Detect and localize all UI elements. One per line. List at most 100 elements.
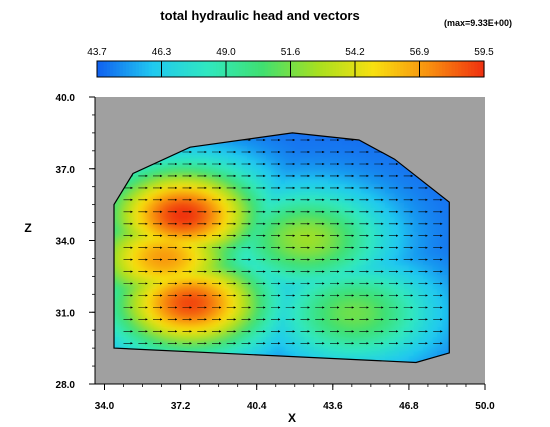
field-cell	[332, 221, 339, 227]
field-cell	[256, 230, 263, 237]
field-cell	[328, 274, 334, 280]
field-cell	[318, 144, 325, 151]
field-cell	[194, 240, 201, 247]
field-cell	[218, 168, 225, 175]
field-cell	[328, 135, 334, 141]
field-cell	[447, 326, 450, 333]
field-cell	[180, 216, 187, 223]
field-cell	[294, 274, 301, 280]
field-cell	[347, 197, 353, 203]
field-cell	[375, 264, 382, 270]
field-cell	[442, 230, 448, 237]
field-cell	[337, 355, 344, 361]
field-cell	[180, 250, 187, 256]
field-cell	[261, 135, 268, 141]
field-cell	[432, 321, 439, 328]
field-cell	[370, 264, 377, 270]
field-cell	[337, 216, 344, 223]
field-cell	[128, 202, 134, 208]
field-cell	[180, 278, 187, 285]
field-cell	[271, 235, 277, 242]
field-cell	[185, 288, 191, 294]
field-cell	[118, 341, 125, 347]
field-cell	[232, 159, 239, 165]
field-cell	[432, 226, 439, 232]
field-cell	[256, 269, 263, 275]
field-cell	[147, 164, 153, 170]
field-cell	[370, 240, 377, 247]
field-cell	[418, 178, 424, 184]
field-cell	[347, 164, 353, 170]
field-cell	[156, 235, 163, 242]
field-cell	[247, 173, 253, 180]
field-cell	[275, 312, 282, 318]
field-cell	[185, 207, 191, 213]
field-cell	[290, 207, 296, 213]
field-cell	[323, 326, 329, 333]
field-cell	[175, 230, 182, 237]
field-cell	[418, 197, 424, 203]
field-cell	[213, 250, 220, 256]
field-cell	[194, 250, 201, 256]
field-cell	[209, 317, 215, 323]
field-cell	[418, 192, 424, 199]
field-cell	[142, 278, 149, 285]
field-cell	[142, 250, 149, 256]
field-cell	[190, 197, 196, 203]
field-cell	[299, 154, 306, 160]
field-cell	[147, 341, 153, 347]
field-cell	[199, 288, 206, 294]
field-cell	[347, 183, 353, 189]
field-cell	[190, 207, 196, 213]
field-cell	[328, 264, 334, 270]
field-cell	[185, 164, 191, 170]
field-cell	[418, 230, 424, 237]
field-cell	[133, 173, 139, 180]
field-cell	[128, 235, 134, 242]
field-cell	[304, 307, 310, 314]
colorbar-swatch	[374, 61, 379, 77]
field-cell	[285, 336, 291, 342]
field-cell	[161, 245, 168, 251]
field-cell	[133, 264, 139, 270]
field-cell	[137, 197, 144, 203]
field-cell	[356, 207, 363, 213]
field-cell	[337, 288, 344, 294]
field-cell	[247, 178, 253, 184]
field-cell	[118, 321, 125, 328]
field-cell	[385, 297, 391, 304]
field-cell	[161, 278, 168, 285]
field-cell	[275, 178, 282, 184]
field-cell	[156, 326, 163, 333]
field-cell	[309, 187, 315, 194]
field-cell	[375, 226, 382, 232]
field-cell	[137, 202, 144, 208]
field-cell	[266, 293, 272, 299]
field-cell	[299, 312, 306, 318]
field-cell	[380, 183, 386, 189]
field-cell	[418, 216, 424, 223]
field-cell	[375, 317, 382, 323]
field-cell	[427, 317, 434, 323]
field-cell	[285, 183, 291, 189]
field-cell	[142, 321, 149, 328]
field-cell	[385, 264, 391, 270]
field-cell	[194, 144, 201, 151]
field-cell	[275, 164, 282, 170]
field-cell	[256, 168, 263, 175]
field-cell	[351, 312, 358, 318]
field-cell	[242, 140, 248, 146]
field-cell	[209, 168, 215, 175]
field-cell	[185, 250, 191, 256]
field-cell	[256, 187, 263, 194]
field-cell	[342, 350, 348, 357]
field-cell	[161, 221, 168, 227]
field-cell	[256, 293, 263, 299]
field-cell	[252, 245, 258, 251]
colorbar-tick-label: 59.5	[474, 47, 494, 58]
field-cell	[133, 317, 139, 323]
field-cell	[323, 221, 329, 227]
field-cell	[361, 355, 367, 361]
field-cell	[199, 283, 206, 290]
field-cell	[375, 293, 382, 299]
